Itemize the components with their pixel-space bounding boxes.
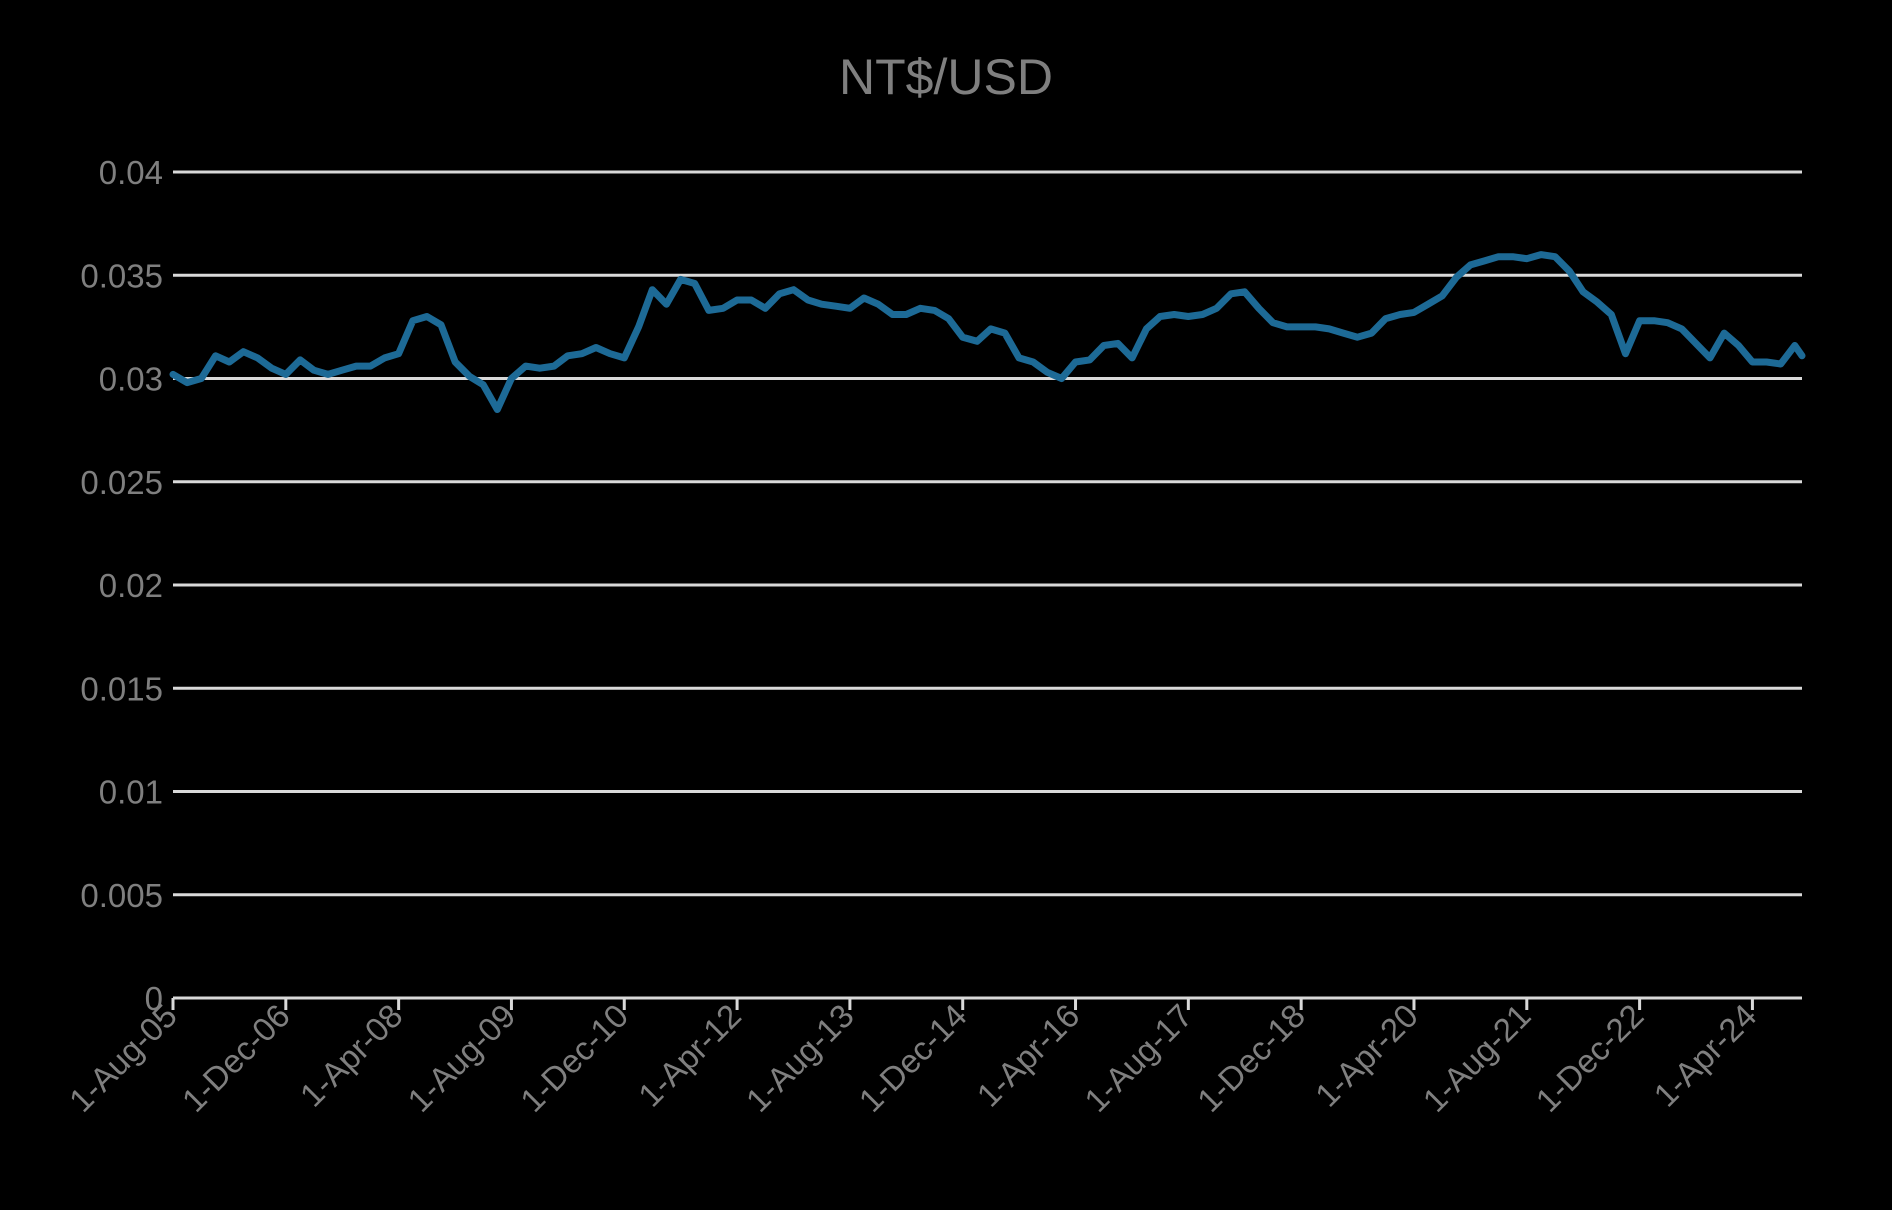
x-axis-tick-labels: 1-Aug-051-Dec-061-Apr-081-Aug-091-Dec-10… xyxy=(62,997,1764,1119)
y-tick-label: 0.01 xyxy=(99,774,163,811)
x-tick-label: 1-Apr-20 xyxy=(1308,997,1425,1114)
x-tick-label: 1-Dec-06 xyxy=(175,997,297,1119)
x-tick-label: 1-Dec-14 xyxy=(852,997,974,1119)
x-tick-label: 1-Dec-10 xyxy=(513,997,635,1119)
y-tick-label: 0.02 xyxy=(99,567,163,604)
x-tick-label: 1-Apr-12 xyxy=(631,997,748,1114)
series-layer xyxy=(169,251,1806,413)
x-tick-label: 1-Aug-09 xyxy=(400,997,522,1119)
x-tick-label: 1-Aug-05 xyxy=(62,997,184,1119)
y-tick-label: 0.04 xyxy=(99,154,163,191)
x-tick-label: 1-Dec-18 xyxy=(1190,997,1312,1119)
series-line xyxy=(169,251,1806,413)
chart-title: NT$/USD xyxy=(839,49,1053,105)
x-tick-label: 1-Dec-22 xyxy=(1528,997,1650,1119)
x-axis xyxy=(171,996,1802,1010)
y-tick-label: 0.035 xyxy=(80,257,163,294)
y-axis-tick-labels: 0 0.005 0.01 0.015 0.02 0.025 0.03 0.035 0.04 xyxy=(80,154,163,1017)
y-tick-label: 0.03 xyxy=(99,361,163,398)
x-tick-label: 1-Aug-21 xyxy=(1416,997,1538,1119)
y-tick-label: 0.015 xyxy=(80,670,163,707)
x-tick-label: 1-Apr-08 xyxy=(293,997,410,1114)
y-tick-label: 0.025 xyxy=(80,464,163,501)
x-tick-label: 1-Aug-17 xyxy=(1077,997,1199,1119)
y-tick-label: 0.005 xyxy=(80,877,163,914)
x-tick-label: 1-Apr-16 xyxy=(970,997,1087,1114)
x-tick-label: 1-Apr-24 xyxy=(1646,997,1763,1114)
y-tick-label: 0 xyxy=(145,980,163,1017)
gridlines xyxy=(173,170,1802,897)
x-tick-label: 1-Aug-13 xyxy=(739,997,861,1119)
